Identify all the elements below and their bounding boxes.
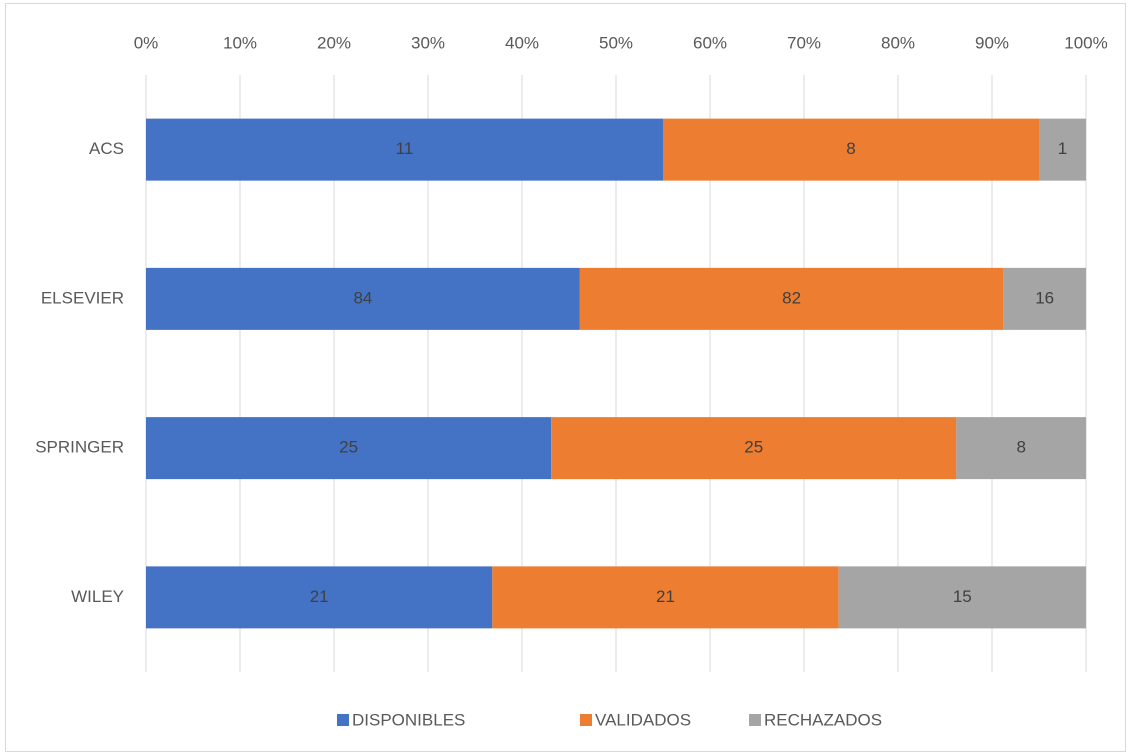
bar-segment	[956, 417, 1086, 480]
legend-swatch	[749, 714, 761, 726]
x-tick-label: 40%	[505, 33, 539, 52]
data-label: 82	[782, 288, 801, 307]
bar-segment	[579, 267, 1004, 330]
x-tick-label: 70%	[787, 33, 821, 52]
y-tick-label: WILEY	[71, 587, 124, 606]
x-tick-label: 30%	[411, 33, 445, 52]
bar-segment	[146, 417, 552, 480]
bar-segment	[146, 566, 493, 629]
legend-label: DISPONIBLES	[352, 710, 465, 729]
data-label: 84	[353, 288, 372, 307]
bar-segment	[146, 118, 663, 181]
data-label: 8	[846, 139, 855, 158]
y-tick-label: ELSEVIER	[41, 288, 124, 307]
data-label: 25	[744, 438, 763, 457]
x-tick-label: 0%	[134, 33, 159, 52]
bar-segment	[663, 118, 1039, 181]
x-tick-label: 60%	[693, 33, 727, 52]
data-label: 25	[339, 438, 358, 457]
data-label: 8	[1016, 438, 1025, 457]
legend-label: RECHAZADOS	[764, 710, 882, 729]
data-label: 1	[1058, 139, 1067, 158]
data-label: 15	[953, 587, 972, 606]
bar-segment	[551, 417, 957, 480]
bar-segment	[1039, 118, 1086, 181]
data-label: 16	[1035, 288, 1054, 307]
data-label: 21	[310, 587, 329, 606]
y-tick-label: SPRINGER	[35, 438, 124, 457]
data-label: 21	[656, 587, 675, 606]
bar-segment	[492, 566, 839, 629]
x-tick-label: 90%	[975, 33, 1009, 52]
x-tick-label: 20%	[317, 33, 351, 52]
x-tick-label: 100%	[1064, 33, 1107, 52]
x-tick-label: 10%	[223, 33, 257, 52]
x-tick-label: 80%	[881, 33, 915, 52]
legend-swatch	[337, 714, 349, 726]
bar-segment	[1003, 267, 1086, 330]
legend-swatch	[580, 714, 592, 726]
bar-segment	[838, 566, 1086, 629]
y-tick-label: ACS	[89, 139, 124, 158]
chart-border	[5, 3, 1126, 752]
legend-label: VALIDADOS	[595, 710, 691, 729]
x-tick-label: 50%	[599, 33, 633, 52]
bar-segment	[146, 267, 580, 330]
data-label: 11	[396, 139, 414, 158]
